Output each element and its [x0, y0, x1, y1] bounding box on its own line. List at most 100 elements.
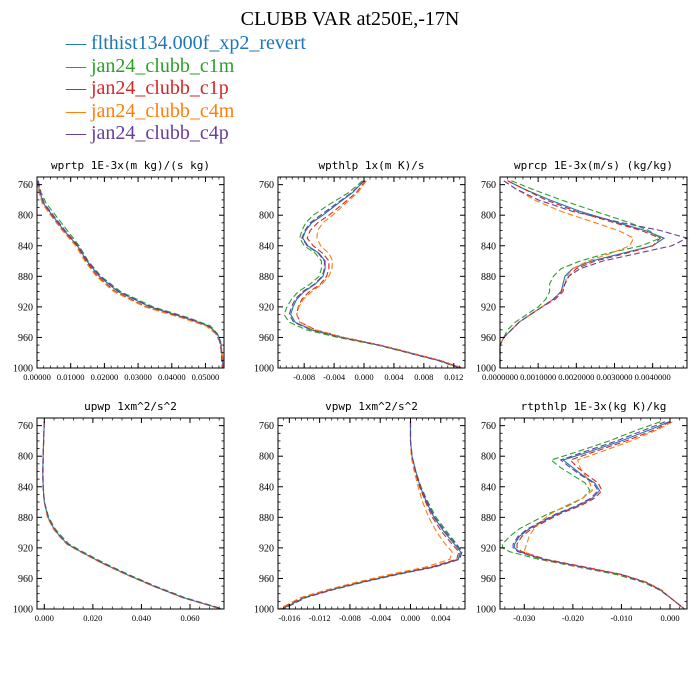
y-tick-label: 840: [259, 482, 274, 493]
x-tick-label: 0.01000: [57, 372, 85, 382]
x-tick-label: 0.05000: [192, 372, 220, 382]
series-line: [288, 180, 461, 369]
y-tick-label: 960: [481, 574, 496, 585]
series-line: [278, 421, 453, 610]
y-tick-label: 1000: [254, 364, 274, 375]
y-tick-label: 920: [259, 543, 274, 554]
plot-frame: [36, 417, 225, 610]
legend-item: — jan24_clubb_c1m: [66, 55, 306, 78]
x-tick-label: -0.010: [610, 613, 632, 623]
legend-item: — jan24_clubb_c1p: [66, 77, 306, 100]
x-tick-label: 0.03000: [124, 372, 152, 382]
y-tick-label: 760: [18, 421, 33, 432]
y-tick-label: 800: [259, 211, 274, 222]
y-tick-label: 960: [259, 333, 274, 344]
series-line: [42, 421, 223, 610]
legend-item: — jan24_clubb_c4p: [66, 122, 306, 145]
y-tick-label: 920: [481, 302, 496, 313]
y-tick-label: 880: [481, 513, 496, 524]
x-tick-label: 0.000: [354, 372, 373, 382]
legend-line-icon: —: [66, 122, 91, 144]
x-tick-label: -0.030: [513, 613, 535, 623]
x-tick-label: 0.00000: [23, 372, 51, 382]
x-tick-label: -0.004: [323, 372, 346, 382]
series-line: [37, 180, 223, 369]
x-tick-label: -0.012: [309, 613, 331, 623]
x-tick-label: 0.000: [35, 613, 54, 623]
x-tick-label: 0.020: [83, 613, 102, 623]
series-line: [499, 180, 666, 368]
y-tick-label: 840: [18, 241, 33, 252]
legend-line-icon: —: [66, 99, 91, 122]
plot-frame: [277, 417, 466, 610]
x-tick-label: 0.0000000: [482, 372, 518, 382]
page-title: CLUBB VAR at250E,-17N: [240, 8, 460, 30]
panel-title: wpthlp 1x(m K)/s: [319, 159, 425, 172]
y-tick-label: 920: [18, 302, 33, 313]
plot-frame: [36, 176, 225, 369]
series-line: [42, 421, 223, 610]
legend-item: — flthist134.000f_xp2_revert: [66, 32, 306, 55]
x-tick-label: 0.004: [384, 372, 404, 382]
x-tick-label: -0.008: [339, 613, 361, 623]
panel-title: wprtp 1E-3x(m kg)/(s kg): [51, 159, 210, 172]
y-tick-label: 760: [481, 421, 496, 432]
y-tick-label: 920: [18, 543, 33, 554]
y-tick-label: 760: [481, 180, 496, 191]
y-tick-label: 880: [259, 272, 274, 283]
plot-frame: [499, 176, 688, 369]
y-tick-label: 960: [18, 333, 33, 344]
series-line: [499, 180, 662, 368]
panel-title: vpwp 1xm^2/s^2: [325, 400, 418, 413]
y-tick-label: 760: [259, 180, 274, 191]
y-tick-label: 1000: [254, 605, 274, 616]
series-line: [283, 180, 460, 369]
y-tick-label: 880: [259, 513, 274, 524]
series-line: [523, 421, 685, 610]
series-line: [42, 421, 222, 610]
x-tick-label: -0.016: [278, 613, 300, 623]
series-line: [290, 180, 462, 369]
y-tick-label: 1000: [476, 605, 496, 616]
series-line: [516, 421, 685, 610]
y-tick-label: 800: [481, 211, 496, 222]
y-tick-label: 800: [18, 452, 33, 463]
y-tick-label: 1000: [13, 364, 33, 375]
x-tick-label: 0.0030000: [596, 372, 632, 382]
y-tick-label: 840: [18, 482, 33, 493]
series-line: [512, 421, 685, 610]
panel-title: upwp 1xm^2/s^2: [84, 400, 177, 413]
x-tick-label: 0.000: [660, 613, 679, 623]
y-tick-label: 880: [18, 513, 33, 524]
x-tick-label: 0.000: [401, 613, 420, 623]
series-line: [296, 180, 463, 369]
legend-line-icon: —: [66, 77, 91, 99]
y-tick-label: 800: [481, 452, 496, 463]
y-tick-label: 800: [259, 452, 274, 463]
legend-label: jan24_clubb_c4p: [91, 122, 229, 144]
x-tick-label: 0.004: [431, 613, 451, 623]
x-tick-label: 0.040: [132, 613, 151, 623]
y-tick-label: 1000: [476, 364, 496, 375]
series-line: [499, 180, 689, 368]
legend-item: — jan24_clubb_c4m: [66, 100, 306, 123]
y-tick-label: 800: [18, 211, 33, 222]
series-line: [282, 421, 463, 610]
series-line: [42, 421, 222, 610]
y-tick-label: 840: [481, 482, 496, 493]
y-tick-label: 1000: [13, 605, 33, 616]
legend-line-icon: —: [66, 32, 91, 54]
y-tick-label: 920: [481, 543, 496, 554]
y-tick-label: 920: [259, 302, 274, 313]
y-tick-label: 760: [259, 421, 274, 432]
series-line: [36, 180, 224, 369]
series-line: [37, 180, 223, 369]
series-line: [280, 421, 460, 610]
legend-label: jan24_clubb_c1m: [91, 54, 235, 77]
series-line: [296, 180, 463, 369]
y-tick-label: 840: [481, 241, 496, 252]
legend-label: jan24_clubb_c4m: [91, 99, 235, 122]
y-tick-label: 960: [18, 574, 33, 585]
y-tick-label: 840: [259, 241, 274, 252]
legend: — flthist134.000f_xp2_revert — jan24_clu…: [66, 32, 306, 145]
